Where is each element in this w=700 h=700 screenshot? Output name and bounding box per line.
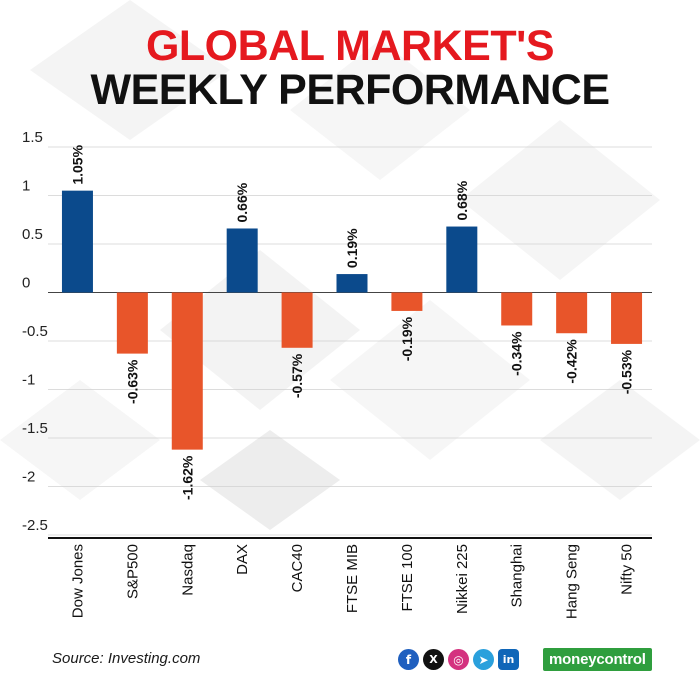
data-label: -0.63% (124, 359, 140, 404)
x-tick-label: CAC40 (289, 544, 306, 592)
telegram-icon[interactable]: ➤ (473, 649, 494, 670)
data-label: 0.19% (344, 228, 360, 268)
x-tick-label: Nikkei 225 (454, 544, 471, 614)
y-tick-label: 1 (22, 178, 30, 195)
data-label: -0.53% (619, 349, 635, 394)
x-tick-label: DAX (234, 544, 251, 575)
data-label: -0.57% (289, 353, 305, 398)
facebook-icon[interactable]: f (398, 649, 419, 670)
y-tick-label: 0 (22, 275, 30, 292)
instagram-icon[interactable]: ◎ (448, 649, 469, 670)
bar-5 (336, 274, 368, 293)
bar-4 (281, 292, 313, 348)
title-line-2: WEEKLY PERFORMANCE (90, 66, 610, 114)
brand-logo: moneycontrol (543, 648, 652, 671)
data-label: -1.62% (179, 455, 195, 500)
data-label: -0.42% (564, 339, 580, 384)
x-tick-label: S&P500 (124, 544, 141, 599)
data-label: 0.66% (234, 182, 250, 222)
y-tick-label: -1.5 (22, 420, 48, 437)
x-tick-label: Dow Jones (69, 544, 86, 618)
x-tick-label: Nifty 50 (619, 544, 636, 595)
bar-2 (171, 292, 203, 450)
data-label: 0.68% (454, 180, 470, 220)
source-note: Source: Investing.com (52, 650, 201, 667)
bar-9 (556, 292, 588, 334)
y-tick-label: -0.5 (22, 323, 48, 340)
linkedin-icon[interactable]: in (498, 649, 519, 670)
y-tick-label: -1 (22, 372, 35, 389)
bar-7 (446, 226, 478, 293)
x-icon[interactable]: X (423, 649, 444, 670)
bar-0 (61, 190, 93, 293)
bar-3 (226, 228, 258, 293)
x-tick-label: FTSE 100 (399, 544, 416, 612)
data-label: -0.34% (509, 331, 525, 376)
bar-8 (501, 292, 533, 326)
bar-1 (116, 292, 148, 354)
data-label: -0.19% (399, 316, 415, 361)
title-line-1: GLOBAL MARKET'S (145, 22, 555, 70)
bar-10 (611, 292, 643, 344)
bar-6 (391, 292, 423, 311)
y-tick-label: 0.5 (22, 226, 43, 243)
y-tick-label: -2.5 (22, 517, 48, 534)
social-icons: f X ◎ ➤ in (398, 649, 519, 670)
x-tick-label: FTSE MIB (344, 544, 361, 613)
x-tick-label: Shanghai (509, 544, 526, 607)
y-tick-label: -2 (22, 469, 35, 486)
x-tick-label: Nasdaq (179, 544, 196, 596)
y-tick-label: 1.5 (22, 129, 43, 146)
data-label: 1.05% (69, 144, 85, 184)
x-tick-label: Hang Seng (564, 544, 581, 619)
